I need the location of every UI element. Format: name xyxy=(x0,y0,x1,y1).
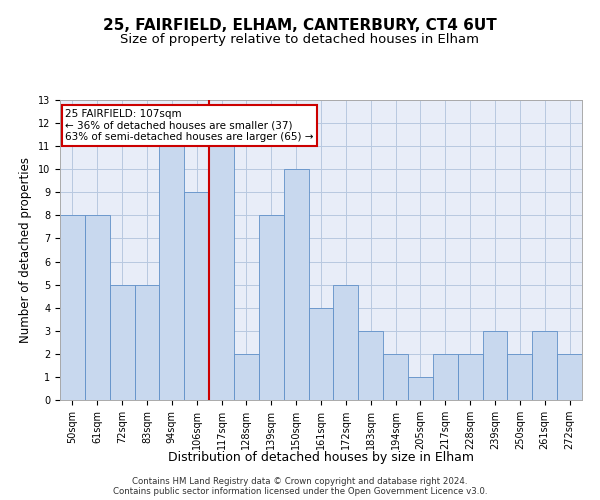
Bar xyxy=(408,377,433,400)
Bar xyxy=(160,146,184,400)
Bar xyxy=(134,284,160,400)
Bar xyxy=(458,354,482,400)
Bar xyxy=(482,331,508,400)
Y-axis label: Number of detached properties: Number of detached properties xyxy=(19,157,32,343)
Bar xyxy=(110,284,134,400)
Bar xyxy=(234,354,259,400)
Bar xyxy=(259,216,284,400)
Bar xyxy=(85,216,110,400)
Bar xyxy=(383,354,408,400)
Bar xyxy=(557,354,582,400)
Text: Size of property relative to detached houses in Elham: Size of property relative to detached ho… xyxy=(121,32,479,46)
Text: 25 FAIRFIELD: 107sqm
← 36% of detached houses are smaller (37)
63% of semi-detac: 25 FAIRFIELD: 107sqm ← 36% of detached h… xyxy=(65,109,314,142)
Bar xyxy=(433,354,458,400)
Bar xyxy=(284,169,308,400)
Bar xyxy=(508,354,532,400)
Bar xyxy=(184,192,209,400)
Text: Distribution of detached houses by size in Elham: Distribution of detached houses by size … xyxy=(168,451,474,464)
Bar xyxy=(60,216,85,400)
Bar xyxy=(334,284,358,400)
Bar xyxy=(358,331,383,400)
Bar xyxy=(308,308,334,400)
Text: 25, FAIRFIELD, ELHAM, CANTERBURY, CT4 6UT: 25, FAIRFIELD, ELHAM, CANTERBURY, CT4 6U… xyxy=(103,18,497,32)
Bar xyxy=(532,331,557,400)
Text: Contains HM Land Registry data © Crown copyright and database right 2024.: Contains HM Land Registry data © Crown c… xyxy=(132,476,468,486)
Bar xyxy=(209,146,234,400)
Text: Contains public sector information licensed under the Open Government Licence v3: Contains public sector information licen… xyxy=(113,486,487,496)
